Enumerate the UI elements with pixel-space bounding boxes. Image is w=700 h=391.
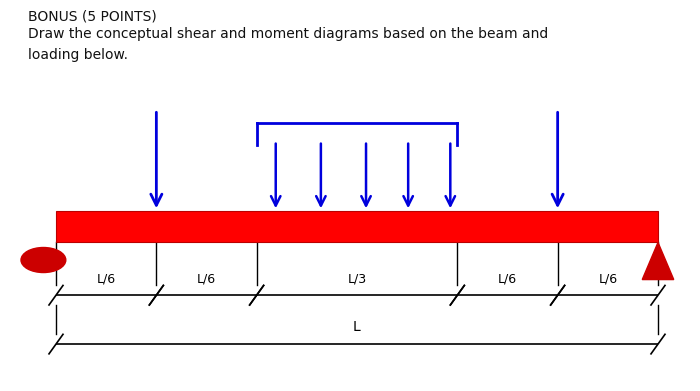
- Text: loading below.: loading below.: [28, 48, 128, 62]
- Text: L/6: L/6: [197, 273, 216, 285]
- Text: L/6: L/6: [97, 273, 116, 285]
- Text: L/3: L/3: [347, 273, 367, 285]
- Text: Draw the conceptual shear and moment diagrams based on the beam and: Draw the conceptual shear and moment dia…: [28, 27, 548, 41]
- Text: L/6: L/6: [498, 273, 517, 285]
- Circle shape: [21, 248, 66, 273]
- Polygon shape: [643, 242, 673, 280]
- Text: BONUS (5 POINTS): BONUS (5 POINTS): [28, 10, 157, 24]
- Bar: [56, 211, 658, 242]
- Text: L: L: [353, 320, 361, 334]
- Text: L/6: L/6: [598, 273, 617, 285]
